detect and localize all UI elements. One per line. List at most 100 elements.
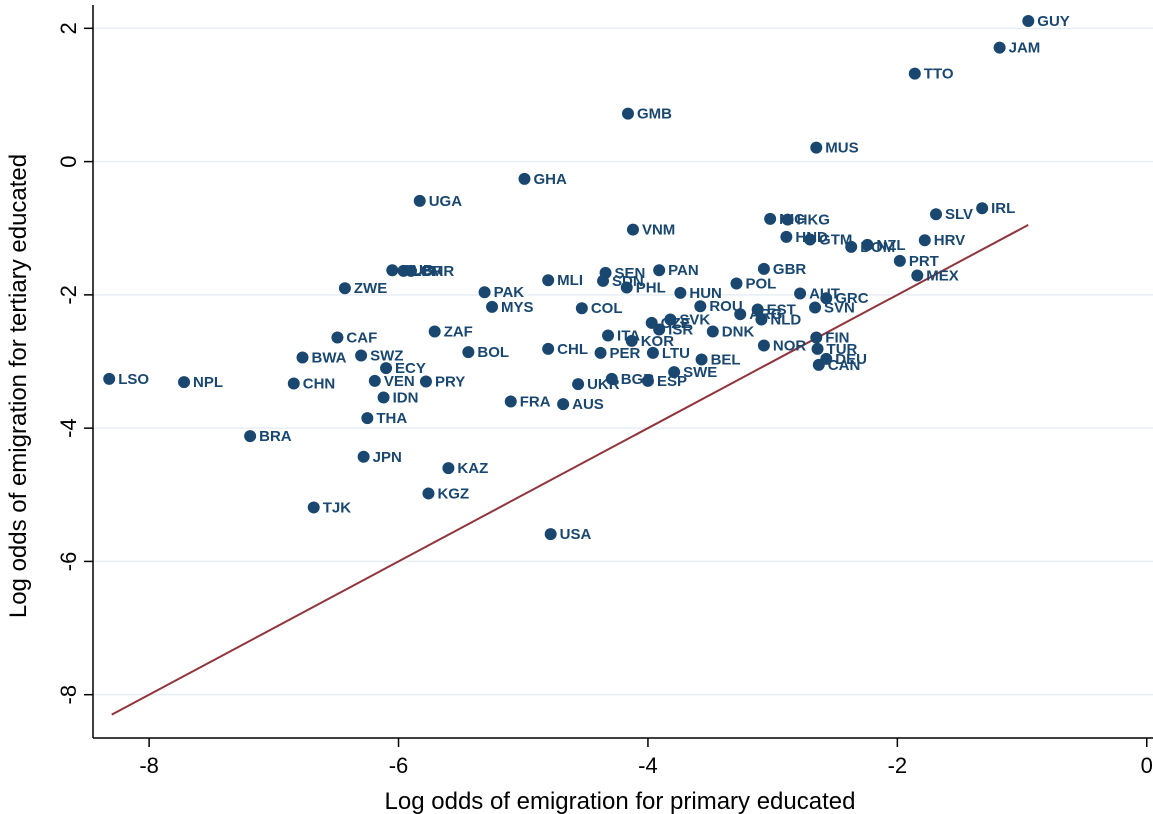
point-fin	[810, 331, 823, 344]
point-gha	[518, 172, 531, 185]
point-irl	[976, 202, 989, 215]
point-label-jpn: JPN	[373, 449, 402, 466]
point-per	[594, 346, 607, 359]
point-label-ecy: ECY	[395, 360, 426, 377]
point-label-svn: SVN	[824, 300, 855, 317]
point-fra	[504, 395, 517, 408]
point-caf	[331, 331, 344, 344]
point-label-tjk: TJK	[323, 499, 352, 516]
point-label-tto: TTO	[924, 66, 954, 83]
point-label-pan: PAN	[668, 262, 699, 279]
point-label-swe: SWE	[683, 364, 717, 381]
point-label-sdn: SDN	[612, 273, 644, 290]
point-bel	[695, 353, 708, 366]
point-hrv	[918, 234, 931, 247]
point-label-bol: BOL	[477, 344, 509, 361]
point-bra	[244, 430, 257, 443]
point-label-dom: DOM	[860, 239, 895, 256]
point-prt	[893, 254, 906, 267]
point-label-nld: NLD	[770, 312, 801, 329]
point-label-lbr: LBR	[413, 263, 444, 280]
point-cmr	[405, 264, 417, 277]
point-label-mli: MLI	[557, 272, 583, 289]
point-label-gtm: GTM	[819, 232, 852, 249]
point-bgr	[605, 372, 618, 385]
x-tick-label: 0	[1141, 753, 1153, 778]
point-label-hrv: HRV	[934, 232, 965, 249]
point-label-nic: NIC	[779, 211, 805, 228]
point-kor	[625, 334, 638, 347]
point-label-mex: MEX	[926, 268, 959, 285]
point-label-nor: NOR	[773, 338, 807, 355]
point-hnd	[780, 230, 793, 243]
point-label-zwe: ZWE	[354, 280, 387, 297]
point-phl	[620, 281, 633, 294]
point-isr	[653, 323, 666, 336]
point-label-pry: PRY	[435, 373, 465, 390]
point-label-grc: GRC	[835, 290, 869, 307]
point-hun	[674, 286, 687, 299]
point-jam	[993, 41, 1006, 54]
point-label-ita: ITA	[617, 328, 640, 345]
point-mli	[542, 274, 555, 287]
point-rou	[694, 300, 707, 313]
point-tur	[811, 342, 824, 355]
point-zaf	[428, 325, 441, 338]
point-gtm	[804, 233, 817, 246]
point-sdn	[597, 274, 610, 287]
point-dnk	[706, 325, 719, 338]
point-mex	[911, 269, 924, 282]
point-label-ven: VEN	[384, 373, 415, 390]
point-label-cub: CUB	[401, 262, 434, 279]
point-label-usa: USA	[560, 526, 592, 543]
point-chl	[542, 342, 555, 355]
point-aus	[557, 398, 570, 411]
point-ltu	[646, 346, 659, 359]
point-label-can: CAN	[828, 357, 861, 374]
point-label-mys: MYS	[501, 299, 534, 316]
point-ita	[602, 329, 615, 342]
point-label-lso: LSO	[118, 371, 149, 388]
x-tick-label: -4	[638, 753, 658, 778]
point-label-gbr: GBR	[773, 261, 807, 278]
x-tick-label: -8	[139, 753, 159, 778]
point-kaz	[442, 462, 455, 475]
point-label-uga: UGA	[429, 193, 463, 210]
y-tick-label: -6	[56, 552, 81, 572]
point-arg	[734, 308, 747, 321]
point-can	[812, 358, 825, 371]
point-label-idn: IDN	[393, 389, 419, 406]
y-tick-label: -8	[56, 685, 81, 705]
point-label-prt: PRT	[909, 253, 939, 270]
point-cub	[386, 264, 399, 277]
point-label-kgz: KGZ	[437, 485, 469, 502]
point-label-col: COL	[591, 300, 623, 317]
point-tto	[908, 67, 921, 80]
point-jpn	[357, 450, 370, 463]
point-label-dnk: DNK	[722, 324, 755, 341]
point-pan	[653, 264, 666, 277]
point-label-mus: MUS	[825, 140, 858, 157]
point-est	[751, 303, 764, 316]
point-pry	[419, 375, 432, 388]
point-label-tur: TUR	[827, 341, 858, 358]
point-aut	[794, 287, 807, 300]
point-col	[575, 302, 588, 315]
point-label-arg: ARG	[749, 306, 782, 323]
point-gbr	[757, 262, 770, 275]
point-label-caf: CAF	[346, 330, 377, 347]
point-slv	[930, 208, 943, 221]
point-label-swz: SWZ	[370, 348, 403, 365]
point-svn	[809, 301, 822, 314]
point-pak	[478, 286, 491, 299]
point-label-nzl: NZL	[876, 237, 905, 254]
point-label-bra: BRA	[259, 428, 292, 445]
point-gmb	[621, 107, 634, 120]
point-hkg	[781, 213, 794, 226]
point-nor	[757, 339, 770, 352]
point-label-npl: NPL	[193, 374, 223, 391]
point-label-cmr: CMR	[420, 263, 454, 280]
point-nic	[764, 212, 777, 225]
point-grc	[820, 292, 833, 305]
